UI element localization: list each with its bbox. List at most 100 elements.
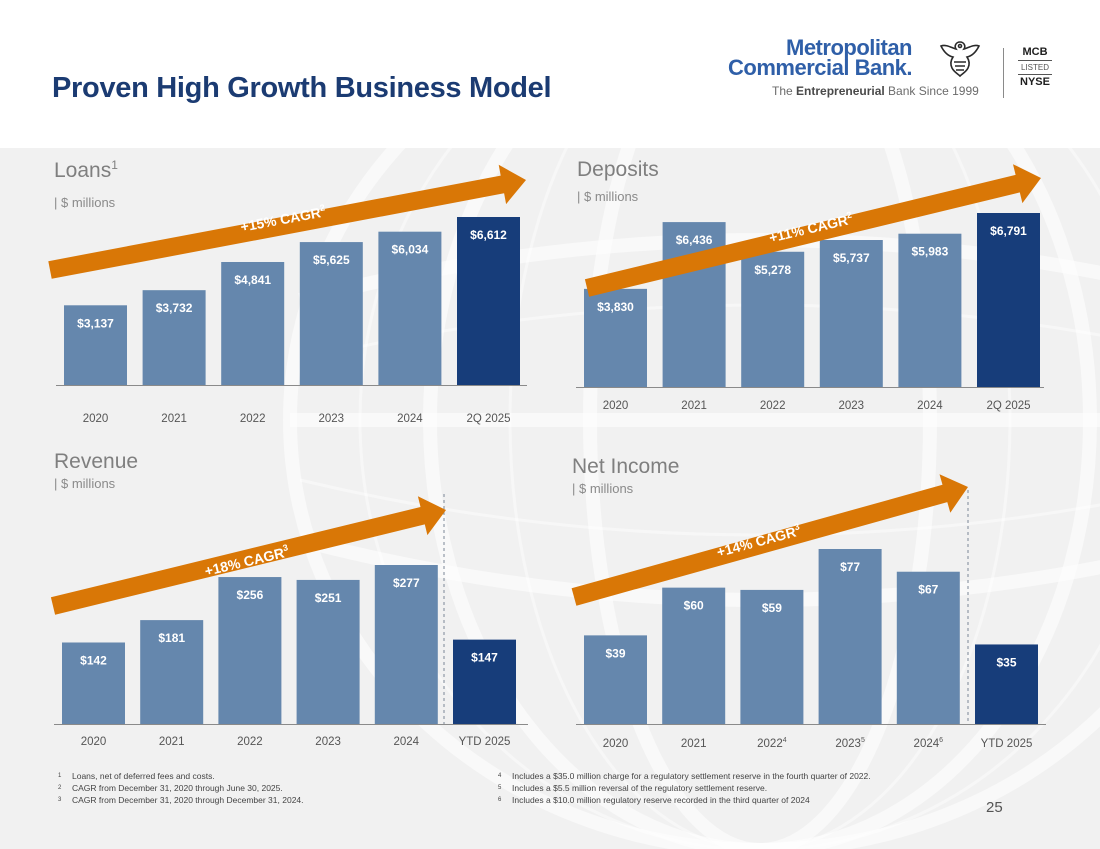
loans-chart-unit: | $ millions	[54, 195, 116, 210]
loans-tick-label: 2022	[240, 413, 266, 425]
logo-separator	[1003, 48, 1004, 98]
logo-tagline: The Entrepreneurial Bank Since 1999	[772, 84, 979, 98]
revenue-bar-2023	[296, 579, 360, 724]
revenue-bar-2024	[374, 565, 438, 724]
net-income-value-label: $60	[684, 599, 704, 613]
net-income-bar-2020	[584, 635, 647, 724]
loans-tick-label: 2021	[161, 413, 187, 425]
revenue-value-label: $251	[315, 591, 342, 605]
deposits-value-label: $5,278	[754, 263, 791, 277]
revenue-bar-ytd-2025	[453, 639, 516, 724]
revenue-growth-arrow	[50, 496, 447, 615]
net-income-bar-ytd-2025	[975, 644, 1038, 724]
loans-value-label: $6,034	[392, 243, 429, 257]
listed-label: LISTED	[1018, 60, 1052, 75]
revenue-value-label: $147	[471, 651, 498, 665]
loans-value-label: $3,732	[156, 301, 193, 315]
loans-tick-label: 2023	[319, 413, 345, 425]
deposits-tick-label: 2023	[839, 400, 865, 412]
deposits-bar-2q-2025	[977, 213, 1040, 387]
net-income-value-label: $59	[762, 601, 782, 615]
logo-wordmark: Metropolitan Commercial Bank.	[728, 35, 912, 80]
revenue-chart-unit: | $ millions	[54, 476, 116, 491]
deposits-bar-2022	[741, 251, 805, 387]
net-income-tick-label: 2021	[681, 738, 707, 750]
eagle-emblem-icon	[939, 41, 981, 78]
deposits-tick-label: 2022	[760, 400, 786, 412]
footnote-2: 2 CAGR from December 31, 2020 through Jun…	[58, 783, 283, 793]
exchange-name: NYSE	[1020, 76, 1050, 88]
page-title: Proven High Growth Business Model	[52, 72, 552, 104]
net-income-growth-arrow	[571, 474, 968, 606]
net-income-tick-label: 20235	[835, 737, 865, 750]
deposits-tick-label: 2024	[917, 400, 943, 412]
loans-tick-label: 2Q 2025	[466, 413, 510, 425]
loans-value-label: $5,625	[313, 253, 350, 267]
loans-value-label: $6,612	[470, 228, 507, 242]
net-income-tick-label: YTD 2025	[981, 738, 1033, 750]
footnotes-right: 4 Includes a $35.0 million charge for a r…	[498, 770, 871, 806]
deposits-value-label: $3,830	[597, 300, 634, 314]
net-income-chart-title: Net Income	[572, 455, 680, 478]
footnote-4: 4 Includes a $35.0 million charge for a r…	[498, 771, 871, 781]
net-income-bar-2023	[818, 549, 882, 724]
deposits-growth-arrow	[584, 164, 1041, 297]
loans-bar-2022	[221, 261, 285, 385]
footnote-1: 1 Loans, net of deferred fees and costs.	[58, 771, 215, 781]
loans-tick-label: 2024	[397, 413, 423, 425]
deposits-value-label: $5,737	[833, 251, 870, 265]
footnote-3: 3 CAGR from December 31, 2020 through Dec…	[58, 795, 304, 805]
deposits-value-label: $5,983	[912, 245, 949, 259]
loans-bar-2021	[142, 290, 206, 385]
net-income-tick-label: 20246	[914, 737, 944, 750]
net-income-bar-2024	[896, 571, 960, 724]
revenue-cagr-annotation: +18% CAGR3	[203, 542, 291, 579]
loans-value-label: $3,137	[77, 316, 114, 330]
loans-bar-2024	[378, 231, 442, 385]
deposits-chart-title: Deposits	[577, 158, 659, 181]
revenue-bar-2021	[140, 620, 204, 724]
net-income-tick-label: 2020	[603, 738, 629, 750]
nyse-listing-badge: MCB LISTED NYSE	[1018, 46, 1052, 89]
revenue-tick-label: 2021	[159, 736, 185, 748]
deposits-tick-label: 2Q 2025	[986, 400, 1030, 412]
revenue-bar-2020	[62, 642, 125, 724]
loans-growth-arrow	[48, 164, 527, 279]
page-number: 25	[986, 799, 1003, 816]
revenue-value-label: $181	[158, 631, 185, 645]
ticker-symbol: MCB	[1022, 46, 1048, 58]
loans-bar-2023	[299, 242, 363, 385]
logo-name-line2: Commercial Bank.	[728, 55, 912, 80]
net-income-bar-2022	[740, 589, 804, 724]
net-income-value-label: $39	[605, 646, 625, 660]
net-income-bar-2021	[662, 587, 726, 724]
footnotes-left: 1 Loans, net of deferred fees and costs. …	[58, 770, 304, 806]
revenue-value-label: $142	[80, 653, 107, 667]
net-income-tick-label: 20224	[757, 737, 787, 750]
loans-value-label: $4,841	[234, 273, 271, 287]
net-income-chart-unit: | $ millions	[572, 481, 634, 496]
revenue-tick-label: YTD 2025	[459, 736, 511, 748]
logo-name-line1: Metropolitan	[786, 35, 912, 60]
company-logo: Metropolitan Commercial Bank. The Entrep…	[728, 34, 1080, 104]
deposits-value-label: $6,436	[676, 233, 713, 247]
revenue-value-label: $277	[393, 576, 420, 590]
loans-chart-title: Loans1	[54, 158, 118, 182]
footnote-5: 5 Includes a $5.5 million reversal of the…	[498, 783, 768, 793]
revenue-tick-label: 2023	[315, 736, 341, 748]
loans-bar-2020	[64, 305, 127, 385]
revenue-chart-title: Revenue	[54, 450, 139, 473]
revenue-bar-2022	[218, 577, 282, 724]
footnote-6: 6 Includes a $10.0 million regulatory res…	[498, 795, 810, 805]
revenue-tick-label: 2024	[394, 736, 420, 748]
deposits-bar-2020	[584, 288, 647, 387]
deposits-tick-label: 2021	[681, 400, 707, 412]
deposits-bar-2023	[819, 240, 883, 387]
net-income-value-label: $67	[918, 583, 938, 597]
net-income-value-label: $35	[996, 655, 1016, 669]
loans-bar-2q-2025	[457, 217, 520, 385]
deposits-chart-unit: | $ millions	[577, 189, 639, 204]
revenue-tick-label: 2020	[81, 736, 107, 748]
deposits-bar-2024	[898, 233, 962, 387]
